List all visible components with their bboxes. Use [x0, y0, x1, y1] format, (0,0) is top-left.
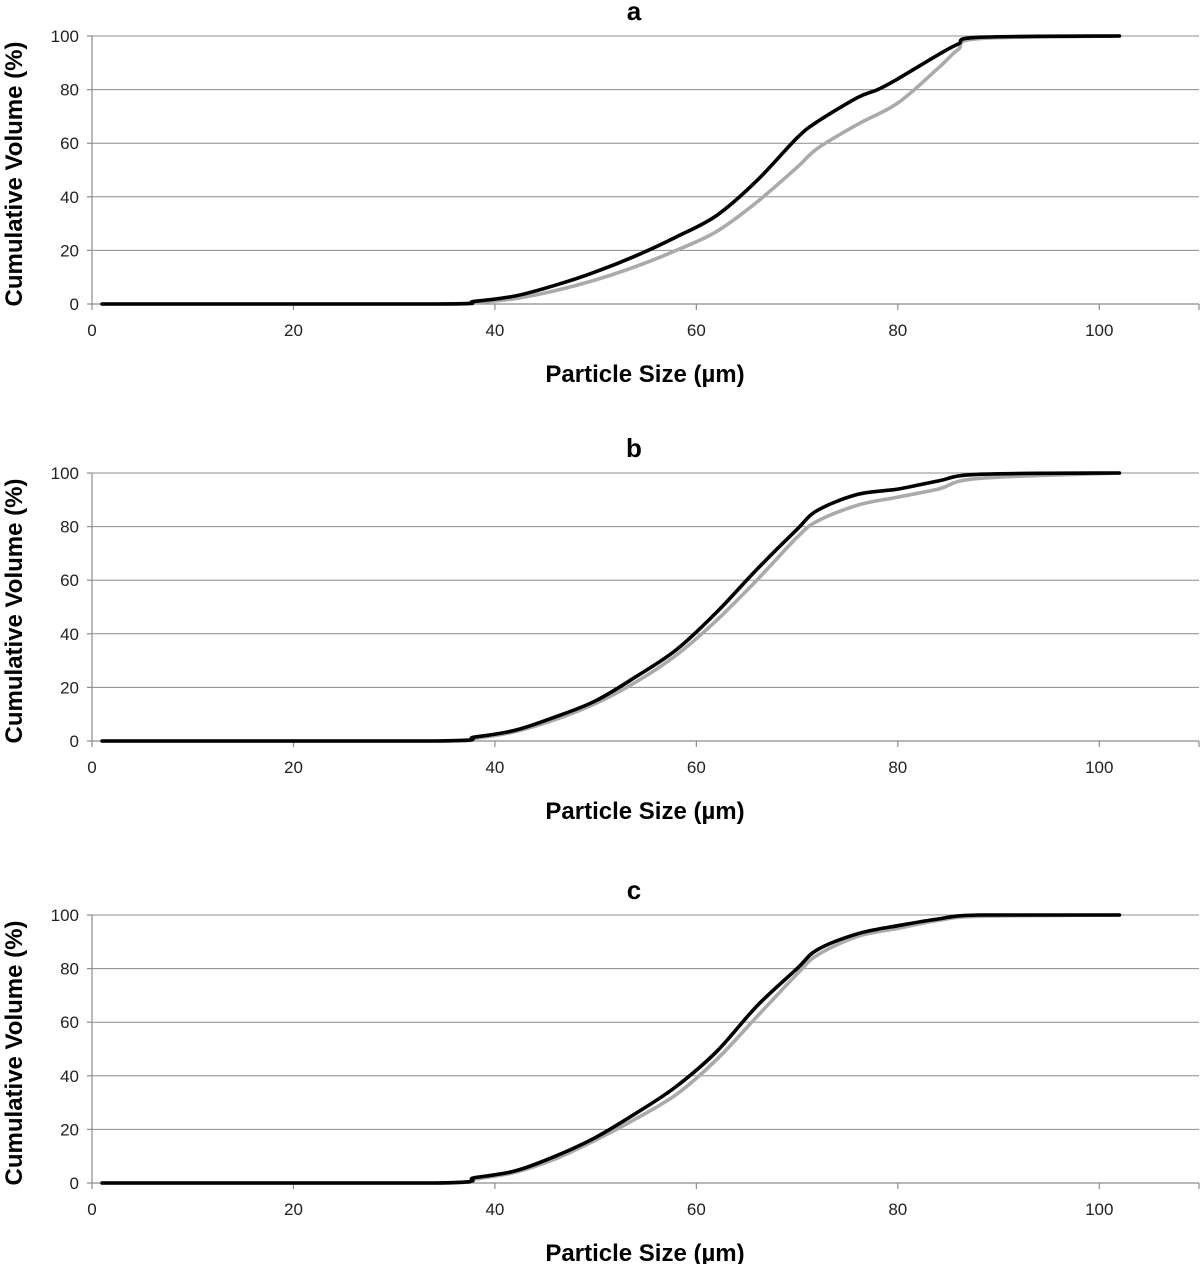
y-tick-label: 40 [60, 625, 79, 644]
x-tick-label: 40 [485, 758, 504, 777]
x-tick-label: 0 [87, 1200, 96, 1219]
y-axis-label: Cumulative Volume (%) [1, 42, 28, 307]
series-line-black [100, 471, 1122, 743]
chart-panel-a: a 0 20 40 60 80 100 0 20 40 60 80 100 Particle Size (… [1, 0, 1200, 388]
x-tick-label: 100 [1085, 321, 1113, 340]
y-tick-label: 60 [60, 571, 79, 590]
y-tick-label: 40 [60, 1067, 79, 1086]
y-axis-label: Cumulative Volume (%) [1, 921, 28, 1186]
chart-title: c [627, 875, 641, 905]
x-tick-label: 40 [485, 321, 504, 340]
series-line-gray [100, 34, 1122, 306]
y-tick-label: 20 [60, 1120, 79, 1139]
chart-panel-c: c 0 20 40 60 80 100 0 20 40 60 80 100 Particle Size (… [1, 875, 1200, 1264]
y-tick-label: 20 [60, 678, 79, 697]
y-tick-label: 60 [60, 1013, 79, 1032]
y-tick-label: 80 [60, 518, 79, 537]
y-axis-label: Cumulative Volume (%) [1, 479, 28, 744]
series-line-black [100, 913, 1122, 1185]
y-tick-label: 0 [70, 732, 79, 751]
y-tick-label: 100 [51, 464, 79, 483]
series-line-gray [100, 913, 1122, 1185]
x-tick-label: 60 [687, 321, 706, 340]
x-tick-label: 60 [687, 1200, 706, 1219]
x-tick-label: 80 [888, 1200, 907, 1219]
x-tick-label: 40 [485, 1200, 504, 1219]
x-tick-label: 80 [888, 321, 907, 340]
x-tick-label: 100 [1085, 758, 1113, 777]
chart-title: b [626, 433, 642, 463]
y-tick-label: 0 [70, 295, 79, 314]
y-tick-label: 100 [51, 27, 79, 46]
y-tick-label: 20 [60, 241, 79, 260]
x-tick-label: 20 [284, 758, 303, 777]
y-tick-label: 40 [60, 188, 79, 207]
y-tick-label: 80 [60, 81, 79, 100]
x-axis-label: Particle Size (µm) [545, 798, 744, 825]
chart-title: a [627, 0, 642, 26]
x-tick-label: 60 [687, 758, 706, 777]
y-tick-label: 0 [70, 1174, 79, 1193]
y-tick-label: 60 [60, 134, 79, 153]
x-tick-label: 0 [87, 321, 96, 340]
x-tick-label: 100 [1085, 1200, 1113, 1219]
series-line-gray [100, 471, 1122, 743]
chart-panel-b: b 0 20 40 60 80 100 0 20 40 60 80 100 Particle Size (… [1, 433, 1200, 825]
x-tick-label: 20 [284, 321, 303, 340]
x-tick-label: 80 [888, 758, 907, 777]
x-tick-label: 0 [87, 758, 96, 777]
x-tick-label: 20 [284, 1200, 303, 1219]
y-tick-label: 100 [51, 906, 79, 925]
y-tick-label: 80 [60, 960, 79, 979]
x-axis-label: Particle Size (µm) [545, 1240, 744, 1264]
x-axis-label: Particle Size (µm) [545, 361, 744, 388]
series-line-black [100, 34, 1122, 306]
